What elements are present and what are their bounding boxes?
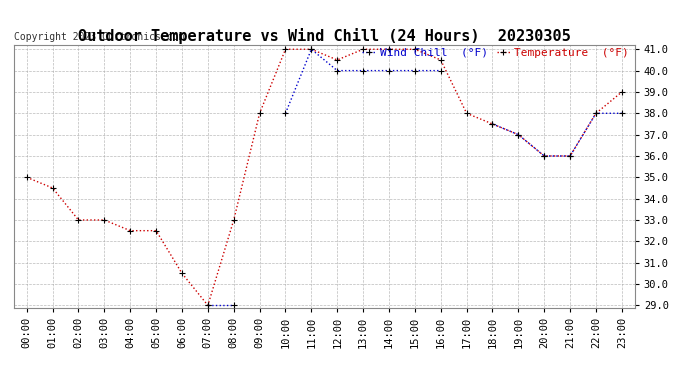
Legend: Wind Chill  (°F), Temperature  (°F): Wind Chill (°F), Temperature (°F): [362, 48, 629, 58]
Title: Outdoor Temperature vs Wind Chill (24 Hours)  20230305: Outdoor Temperature vs Wind Chill (24 Ho…: [78, 28, 571, 44]
Text: Copyright 2023 Curtronics.com: Copyright 2023 Curtronics.com: [14, 32, 184, 42]
